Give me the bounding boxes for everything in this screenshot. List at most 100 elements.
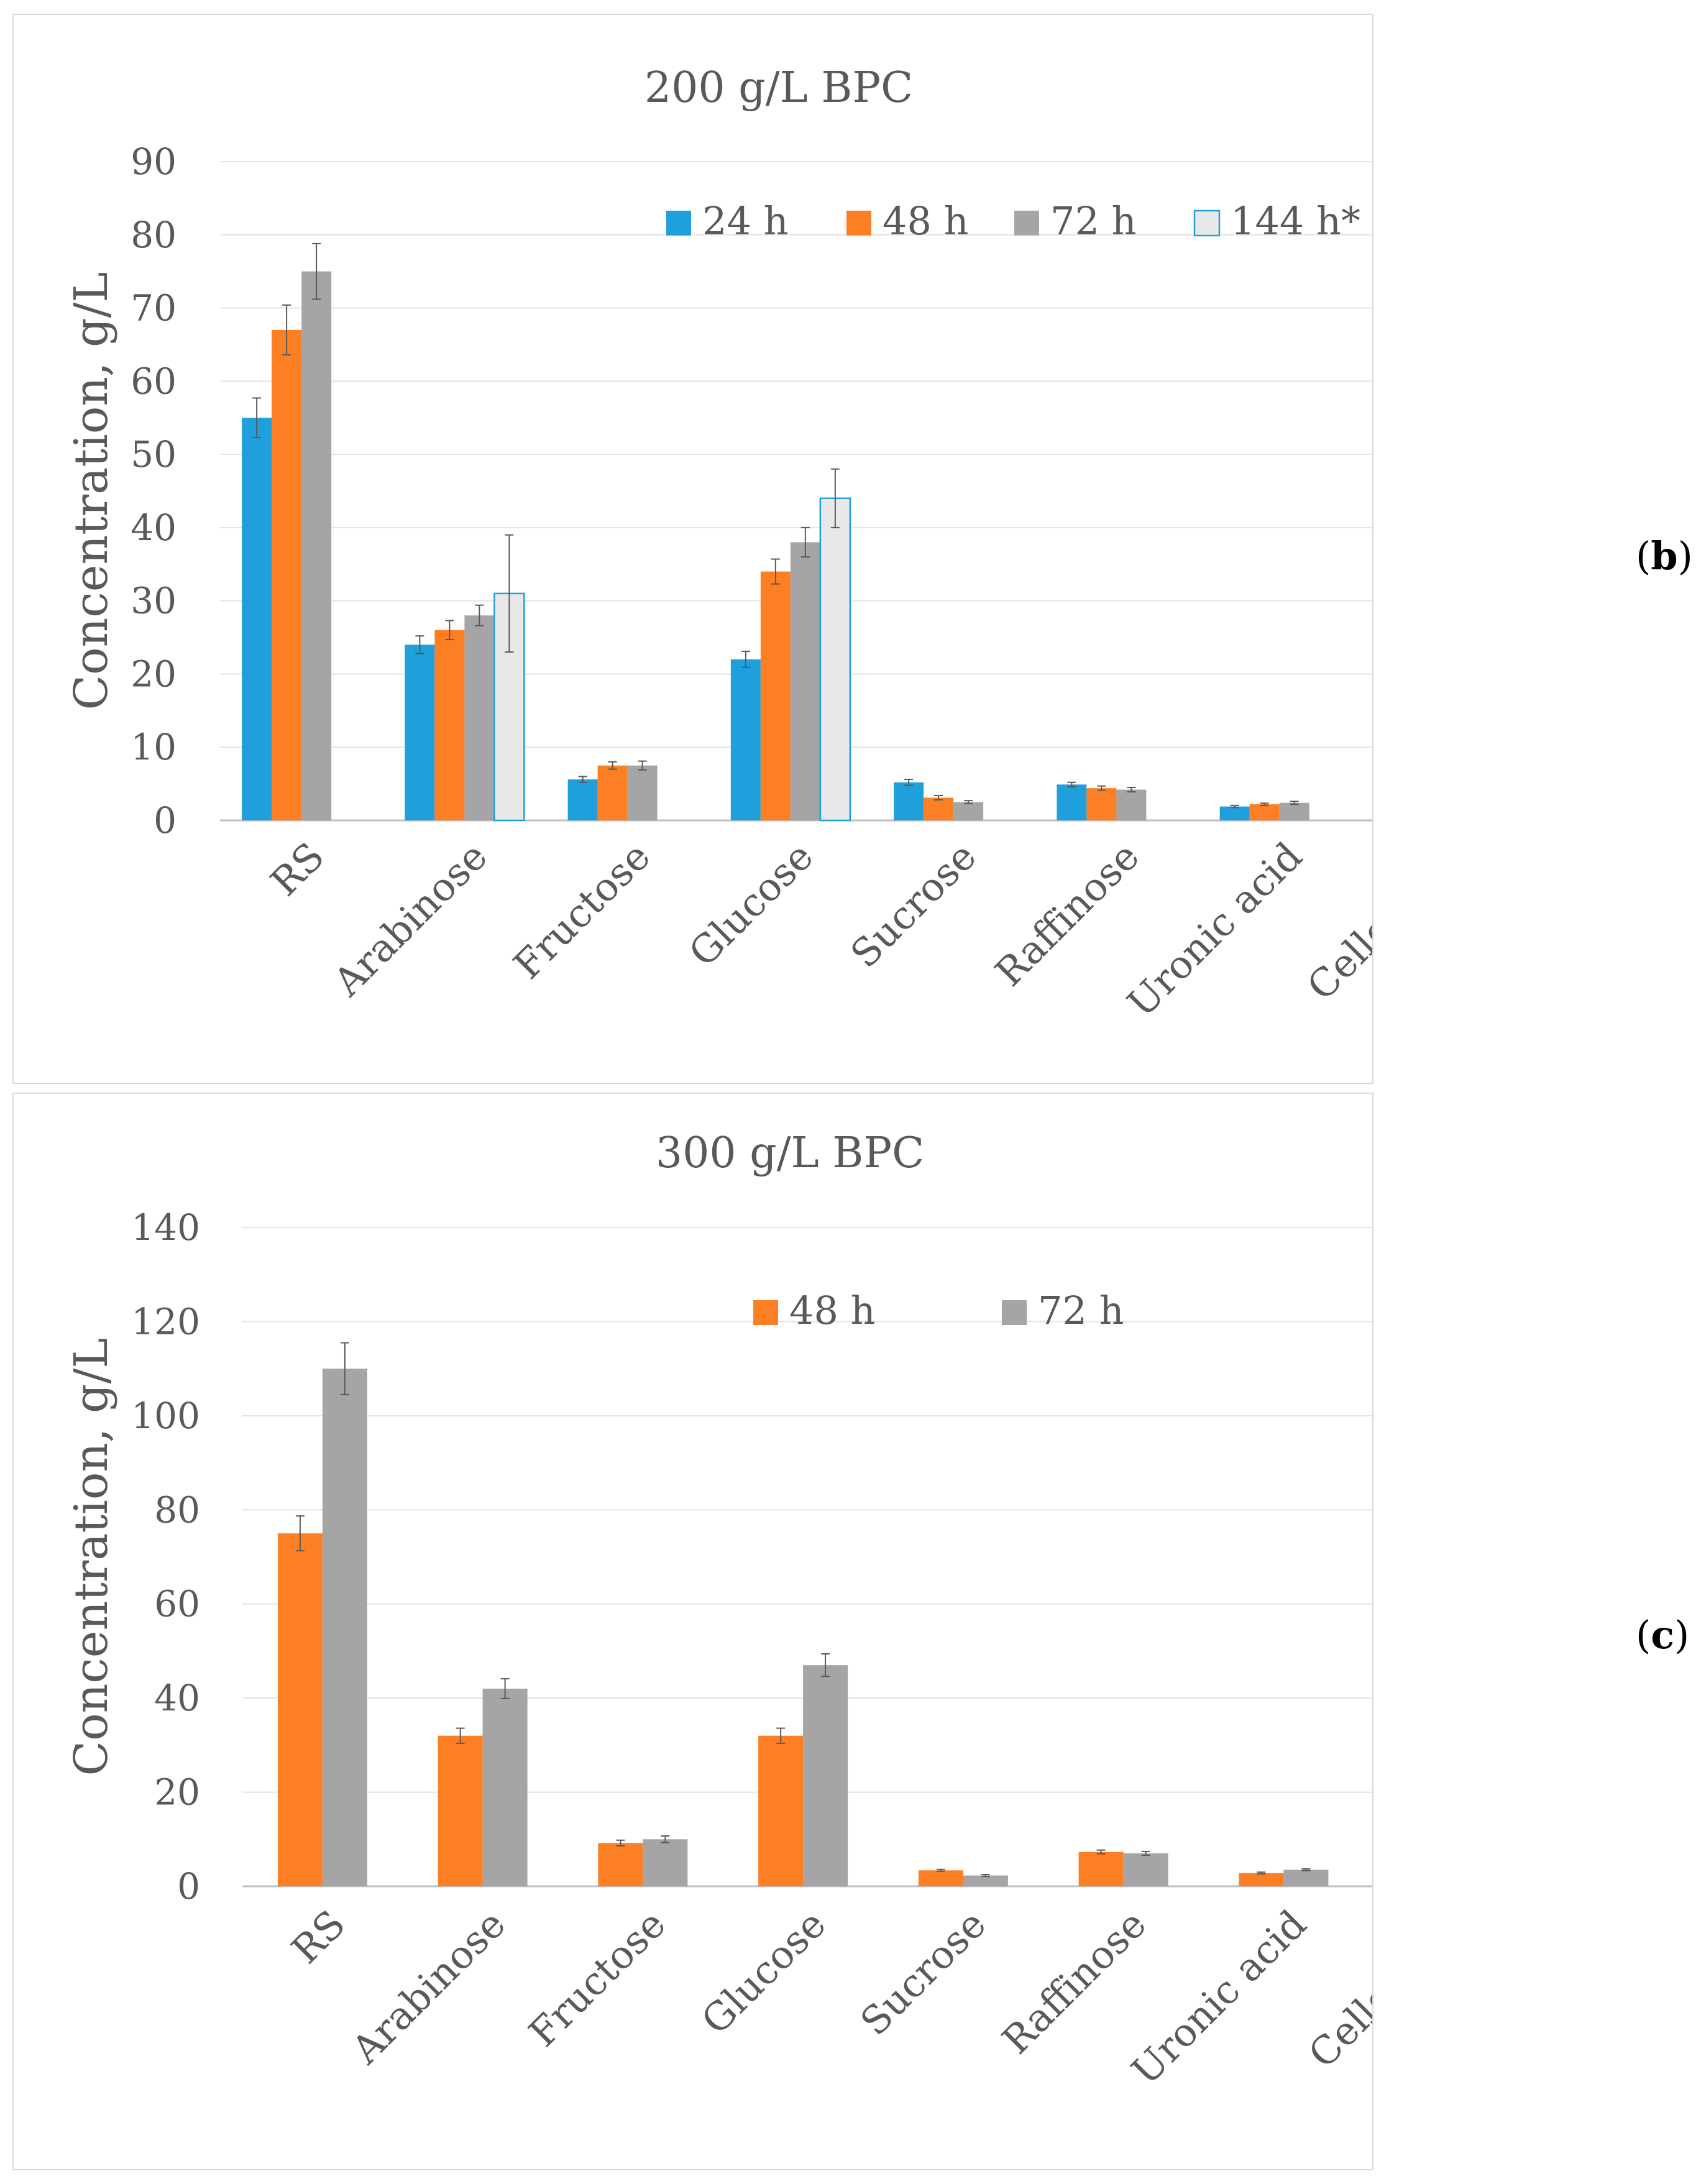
chart-panel-b: 200 g/L BPC Concentration, g/L 0 10 20 30 40… [12, 14, 1374, 1084]
legend-label: 48 h [789, 1288, 876, 1333]
x-tick-label: Uronic acid [1119, 833, 1311, 1025]
chart-c-title: 300 g/L BPC [656, 1129, 924, 1178]
error-bar [312, 242, 321, 300]
y-tick-label: 20 [131, 653, 177, 695]
chart-b-y-ticks: 0 10 20 30 40 50 60 70 80 90 [131, 140, 177, 842]
chart-b-y-axis-label: Concentration, g/L [65, 272, 118, 710]
chart-b-bars [242, 242, 1309, 822]
bar [1283, 1870, 1329, 1886]
error-bar [282, 304, 291, 356]
bar [405, 645, 435, 820]
y-tick-label: 0 [177, 1865, 200, 1907]
error-bar [415, 635, 424, 654]
y-tick-label: 80 [154, 1489, 200, 1531]
panel-b-tag-close: ) [1677, 533, 1693, 579]
legend-swatch [1193, 209, 1221, 237]
error-bar [821, 1653, 830, 1677]
x-tick-label: Fructose [520, 1901, 674, 2055]
panel-b-tag-letter: b [1651, 533, 1678, 579]
error-bar [981, 1874, 990, 1878]
error-bar [616, 1839, 625, 1847]
bar [1086, 788, 1117, 820]
panel-b-tag-open: ( [1636, 533, 1651, 579]
error-bar [505, 534, 514, 653]
error-bar [800, 526, 810, 557]
bar [272, 329, 302, 820]
bar [242, 418, 272, 820]
bar [627, 765, 658, 820]
error-bar [1260, 802, 1269, 806]
chart-c-svg: 300 g/L BPC Concentration, g/L 0 20 40 60 80… [65, 1129, 1372, 2093]
error-bar [500, 1678, 510, 1699]
legend-item: 144 h* [1193, 198, 1360, 244]
error-bar [1141, 1850, 1150, 1856]
error-bar [1290, 801, 1299, 805]
y-tick-label: 140 [131, 1206, 200, 1249]
bar [819, 497, 851, 822]
bar [924, 797, 954, 820]
bar [643, 1839, 688, 1886]
error-bar [1301, 1868, 1311, 1872]
legend-label: 72 h [1050, 198, 1137, 244]
error-bar [445, 620, 454, 641]
legend-item: 48 h [753, 1288, 876, 1333]
x-tick-label: Arabinose [324, 833, 496, 1005]
y-tick-label: 30 [131, 580, 177, 622]
chart-c-bars [277, 1342, 1329, 1886]
bar [918, 1870, 963, 1886]
legend-item: 72 h [1014, 198, 1137, 244]
bar [482, 1689, 528, 1886]
bar [894, 782, 924, 820]
error-bar [936, 1868, 945, 1872]
chart-b-title: 200 g/L BPC [644, 63, 913, 112]
legend-swatch [1002, 1300, 1027, 1325]
error-bar [1127, 787, 1136, 793]
bar [1279, 802, 1309, 820]
panel-c-tag: (c) [1636, 1612, 1689, 1658]
error-bar [776, 1727, 786, 1744]
y-tick-label: 100 [131, 1395, 200, 1437]
error-bar [1067, 781, 1076, 787]
bar [1219, 806, 1250, 820]
x-tick-label: Arabinose [342, 1901, 514, 2073]
error-bar [340, 1342, 349, 1395]
panel-c-tag-close: ) [1674, 1612, 1690, 1658]
error-bar [608, 761, 617, 770]
error-bar [661, 1835, 670, 1843]
legend-swatch [1014, 211, 1039, 236]
x-tick-label: Sucrose [851, 1901, 994, 2044]
bar [438, 1735, 483, 1886]
bar [953, 802, 984, 820]
bar [301, 271, 332, 821]
error-bar [578, 776, 587, 783]
error-bar [830, 468, 840, 528]
bar [598, 1843, 643, 1886]
y-tick-label: 60 [131, 360, 177, 402]
x-tick-label: Glucose [680, 833, 822, 975]
legend-item: 24 h [666, 198, 789, 244]
chart-c-y-ticks: 0 20 40 60 80 100 120 140 [131, 1206, 200, 1907]
bar [730, 659, 761, 820]
legend-label: 72 h [1038, 1288, 1124, 1333]
bar [1078, 1851, 1124, 1886]
bar [1249, 804, 1280, 820]
bar [322, 1369, 367, 1886]
error-bar [1096, 1849, 1106, 1855]
bar [963, 1875, 1008, 1886]
legend-swatch [753, 1300, 778, 1325]
bar [464, 615, 495, 820]
x-tick-label: Sucrose [842, 833, 984, 976]
x-tick-label: RS [262, 833, 333, 905]
legend-swatch [666, 211, 691, 236]
bar [567, 779, 598, 820]
error-bar [934, 794, 943, 801]
error-bar [295, 1515, 305, 1552]
x-tick-label: Fructose [505, 833, 659, 988]
bar [1239, 1873, 1284, 1886]
panel-c-tag-open: ( [1636, 1612, 1651, 1658]
bar [434, 630, 465, 820]
bar [1123, 1853, 1168, 1886]
bar [277, 1533, 323, 1886]
